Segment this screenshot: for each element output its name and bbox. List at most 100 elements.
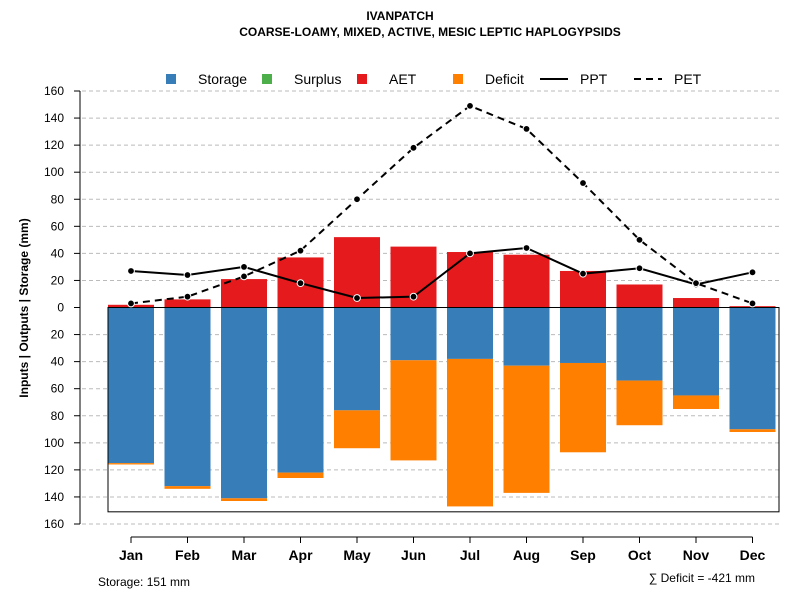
x-tick-label-nov: Nov	[683, 547, 710, 563]
ppt-point-oct	[635, 264, 644, 273]
y-tick-label-3: 100	[44, 165, 64, 179]
x-tick-label-dec: Dec	[740, 547, 766, 563]
x-tick-label-may: May	[343, 547, 370, 563]
pet-line	[130, 104, 753, 305]
bars	[108, 237, 776, 507]
y-tick-label-2: 120	[44, 138, 64, 152]
deficit-bar-may	[334, 410, 380, 449]
pet-point-aug	[522, 124, 531, 133]
aet-bar-aug	[503, 254, 550, 308]
series-lines	[127, 101, 757, 308]
y-tick-label-10: 40	[51, 355, 65, 369]
y-tick-label-13: 100	[44, 436, 64, 450]
pet-point-apr	[296, 246, 305, 255]
aet-bar-feb	[164, 299, 211, 308]
legend-label-aet: AET	[389, 71, 417, 87]
pet-point-oct	[635, 235, 644, 244]
pet-point-jul	[466, 101, 474, 110]
y-tick-label-7: 20	[51, 273, 65, 287]
ppt-point-jul	[466, 249, 474, 258]
storage-bar-jun	[390, 307, 437, 361]
storage-bar-jul	[447, 307, 493, 359]
y-tick-label-16: 160	[44, 517, 64, 531]
y-tick-label-5: 60	[51, 219, 65, 233]
legend-label-ppt: PPT	[580, 71, 608, 87]
y-tick-label-9: 20	[51, 328, 65, 342]
deficit-bar-aug	[503, 365, 550, 493]
pet-point-jun	[409, 143, 418, 152]
ppt-point-jun	[409, 292, 418, 301]
pet-point-mar	[240, 272, 248, 281]
storage-bar-mar	[221, 307, 267, 499]
deficit-bar-apr	[277, 472, 324, 478]
deficit-bar-jan	[108, 463, 154, 465]
storage-bar-feb	[164, 307, 211, 487]
storage-bar-sep	[560, 307, 606, 363]
y-tick-label-6: 40	[51, 246, 65, 260]
deficit-bar-feb	[164, 486, 211, 489]
y-tick-label-0: 160	[44, 84, 64, 98]
legend-label-storage: Storage	[198, 71, 247, 87]
storage-note: Storage: 151 mm	[98, 575, 190, 589]
ppt-point-mar	[240, 263, 248, 271]
deficit-bar-nov	[673, 395, 719, 409]
storage-bar-dec	[729, 307, 776, 430]
x-tick-label-aug: Aug	[513, 547, 540, 563]
storage-bar-nov	[673, 307, 719, 396]
x-tick-label-sep: Sep	[570, 547, 596, 563]
legend: Storage Surplus AET Deficit PPT PET	[166, 71, 702, 87]
aet-bar-nov	[673, 298, 719, 308]
ppt-point-feb	[183, 271, 192, 279]
chart-title: IVANPATCH	[366, 9, 433, 23]
storage-bar-aug	[503, 307, 550, 366]
pet-point-dec	[748, 299, 757, 308]
y-axis-label: Inputs | Outputs | Storage (mm)	[17, 218, 31, 397]
grid-lines	[82, 90, 780, 525]
x-tick-label-oct: Oct	[628, 547, 652, 563]
deficit-bar-jun	[390, 360, 437, 461]
storage-bar-oct	[616, 307, 663, 381]
chart-subtitle: COARSE-LOAMY, MIXED, ACTIVE, MESIC LEPTI…	[239, 25, 621, 39]
y-tick-label-11: 60	[51, 382, 65, 396]
axes: 160 140 120 100 80 60 40 20 0 20 40 60 80 100 120 140 16…	[44, 84, 766, 563]
legend-swatch-storage	[166, 74, 176, 84]
deficit-bar-oct	[616, 380, 663, 426]
y-tick-label-15: 140	[44, 490, 64, 504]
ppt-point-sep	[579, 269, 587, 278]
aet-bar-oct	[616, 284, 663, 308]
pet-point-feb	[183, 292, 192, 301]
aet-bar-mar	[221, 279, 267, 308]
ppt-point-jan	[127, 267, 135, 275]
aet-bar-jul	[447, 252, 493, 308]
ppt-point-dec	[748, 268, 757, 277]
deficit-bar-mar	[221, 498, 267, 501]
y-tick-label-1: 140	[44, 111, 64, 125]
ppt-point-may	[353, 294, 361, 302]
y-tick-label-14: 120	[44, 463, 64, 477]
x-tick-label-apr: Apr	[288, 547, 313, 563]
ppt-point-apr	[296, 279, 305, 288]
legend-swatch-deficit	[453, 74, 463, 84]
x-tick-label-mar: Mar	[232, 547, 257, 563]
deficit-bar-sep	[560, 362, 606, 453]
y-tick-label-8: 0	[57, 301, 64, 315]
x-tick-label-jul: Jul	[460, 547, 480, 563]
x-tick-label-jan: Jan	[119, 547, 143, 563]
storage-bar-apr	[277, 307, 324, 473]
x-tick-label-jun: Jun	[401, 547, 426, 563]
pet-point-nov	[692, 279, 700, 288]
pet-point-jan	[127, 299, 135, 308]
x-tick-label-feb: Feb	[175, 547, 200, 563]
storage-bar-may	[334, 307, 380, 411]
deficit-note: ∑ Deficit = -421 mm	[649, 571, 755, 585]
deficit-bar-dec	[729, 429, 776, 432]
legend-swatch-surplus	[262, 74, 272, 84]
ppt-line	[130, 246, 753, 300]
ppt-point-aug	[522, 244, 531, 252]
pet-point-sep	[579, 179, 587, 187]
pet-point-may	[353, 195, 361, 204]
legend-swatch-aet	[357, 74, 367, 84]
y-tick-label-4: 80	[51, 192, 65, 206]
deficit-bar-jul	[447, 358, 493, 507]
